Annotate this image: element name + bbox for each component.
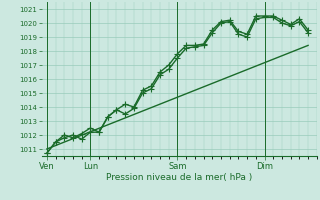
X-axis label: Pression niveau de la mer( hPa ): Pression niveau de la mer( hPa ) xyxy=(106,173,252,182)
